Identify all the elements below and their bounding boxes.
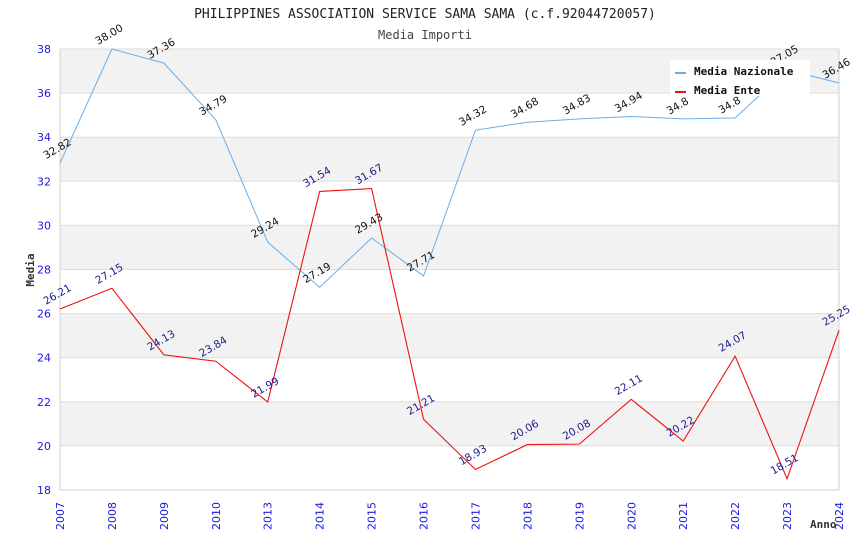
chart-title: PHILIPPINES ASSOCIATION SERVICE SAMA SAM… xyxy=(194,7,656,22)
series-lines xyxy=(59,48,840,481)
background-band xyxy=(60,137,839,182)
x-tick-label: 2014 xyxy=(314,502,327,530)
background-band xyxy=(60,93,839,138)
background-bands xyxy=(60,49,839,490)
y-axis-label: Media xyxy=(24,253,37,286)
x-tick-label: 2015 xyxy=(366,502,379,530)
x-tick-label: 2021 xyxy=(677,502,690,530)
y-tick-label: 22 xyxy=(37,396,51,409)
y-tick-label: 18 xyxy=(37,484,51,497)
background-band xyxy=(60,445,839,490)
y-tick-label: 24 xyxy=(37,352,51,365)
legend-swatch-media-ente xyxy=(675,91,686,93)
data-label: 38.00 xyxy=(93,22,125,47)
y-tick-label: 20 xyxy=(37,440,51,453)
legend-label-media-ente: Media Ente xyxy=(694,84,761,97)
chart-subtitle: Media Importi xyxy=(378,28,472,42)
x-tick-label: 2009 xyxy=(158,502,171,530)
y-axis-ticks: 18 20 22 24 26 28 30 32 34 36 38 xyxy=(37,43,51,497)
x-tick-label: 2019 xyxy=(573,502,586,530)
x-axis-ticks: 2007 2008 2009 2010 2013 2014 2015 2016 2017 2018… xyxy=(54,502,846,530)
x-tick-label: 2017 xyxy=(469,502,482,530)
x-tick-label: 2008 xyxy=(106,502,119,530)
background-band xyxy=(60,225,839,270)
legend: Media Nazionale Media Ente xyxy=(670,60,810,97)
series-line-media-nazionale xyxy=(59,48,840,289)
x-tick-label: 2020 xyxy=(625,502,638,530)
series-line-media-ente xyxy=(59,188,840,481)
y-tick-label: 26 xyxy=(37,308,51,321)
y-tick-label: 30 xyxy=(37,219,51,232)
x-tick-label: 2013 xyxy=(262,502,275,530)
x-axis-label: Anno xyxy=(810,518,837,531)
x-tick-label: 2024 xyxy=(833,502,846,530)
x-tick-label: 2010 xyxy=(210,502,223,530)
gridlines xyxy=(59,48,840,491)
legend-box xyxy=(670,60,810,96)
x-tick-label: 2022 xyxy=(729,502,742,530)
x-tick-label: 2023 xyxy=(781,502,794,530)
x-tick-label: 2007 xyxy=(54,502,67,530)
background-band xyxy=(60,313,839,358)
background-band xyxy=(60,269,839,314)
y-tick-label: 34 xyxy=(37,131,51,144)
legend-label-media-nazionale: Media Nazionale xyxy=(694,65,794,78)
y-tick-label: 28 xyxy=(37,264,51,277)
y-tick-label: 32 xyxy=(37,175,51,188)
y-tick-label: 38 xyxy=(37,43,51,56)
legend-swatch-media-nazionale xyxy=(675,72,686,74)
background-band xyxy=(60,357,839,402)
x-tick-label: 2016 xyxy=(418,502,431,530)
y-tick-label: 36 xyxy=(37,87,51,100)
background-band xyxy=(60,401,839,446)
x-tick-label: 2018 xyxy=(521,502,534,530)
